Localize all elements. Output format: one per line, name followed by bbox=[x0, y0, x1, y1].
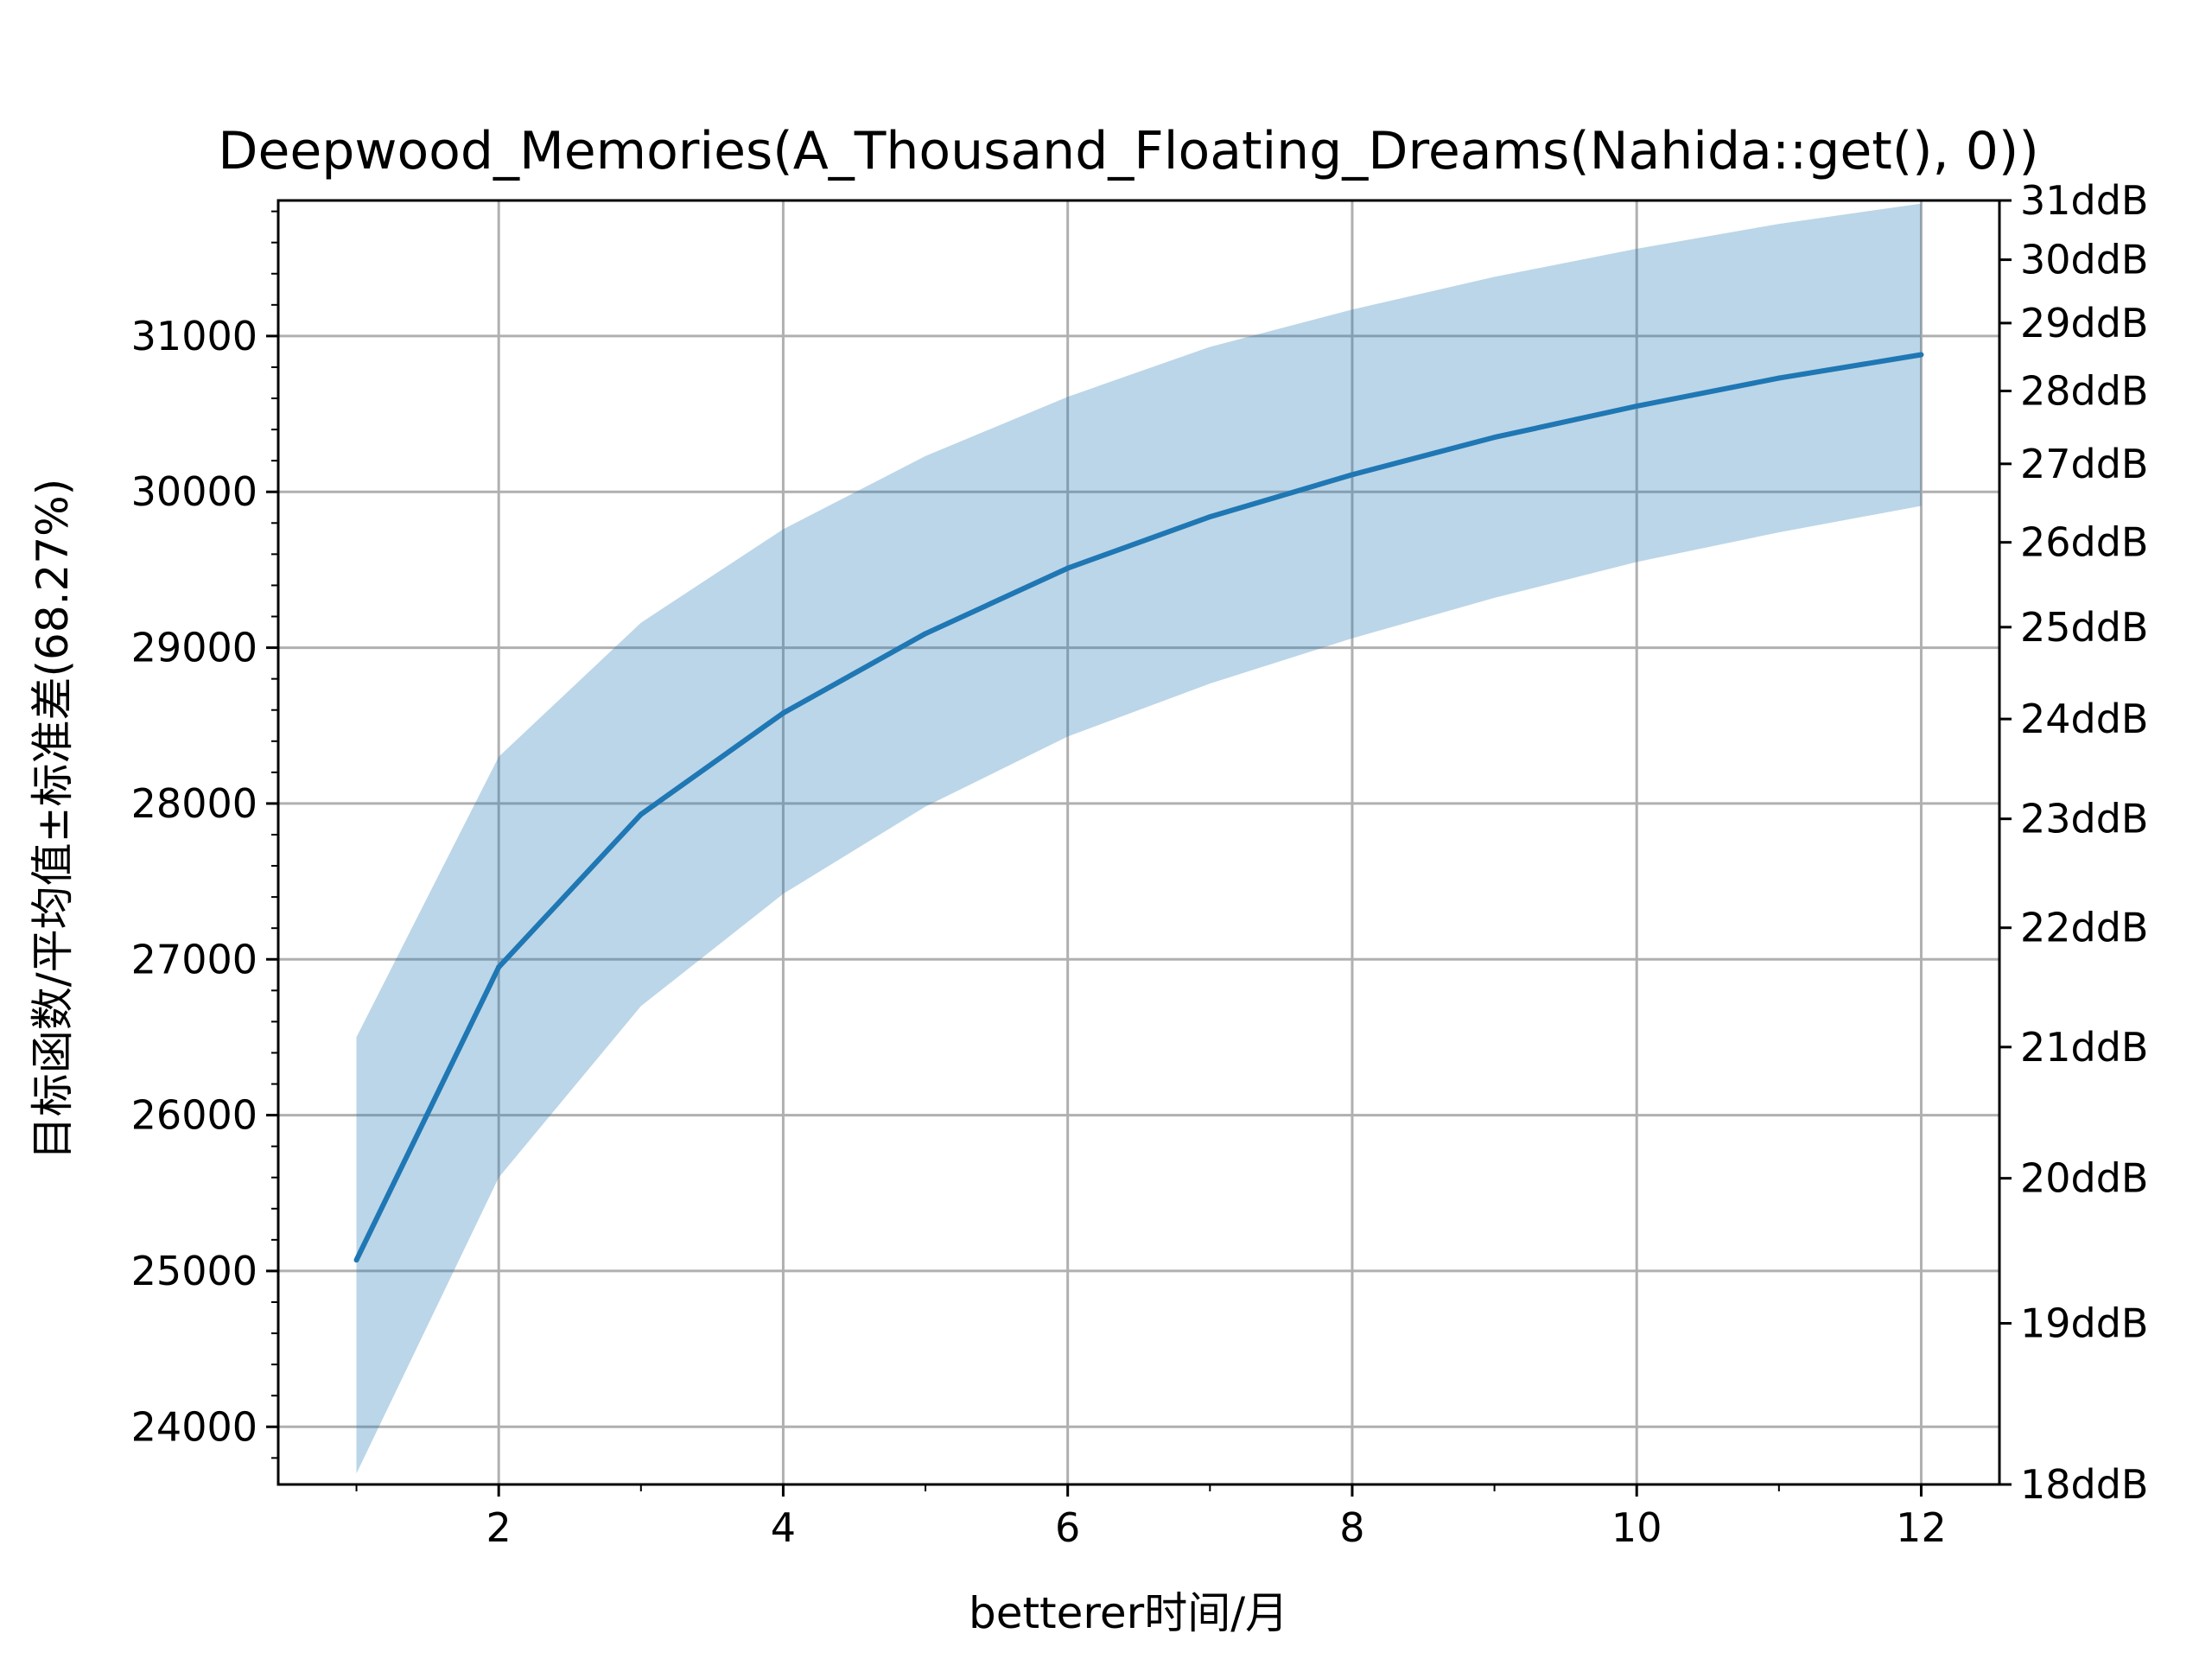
y2-tick-label: 20ddB bbox=[2020, 1155, 2149, 1202]
y-tick-label: 31000 bbox=[131, 313, 257, 359]
series-line-group bbox=[353, 352, 1924, 1263]
y-tick-label: 27000 bbox=[131, 936, 257, 982]
x-tick-label: 8 bbox=[1339, 1504, 1364, 1551]
confidence-band bbox=[356, 203, 1922, 1474]
data-point bbox=[638, 811, 644, 817]
x-tick-label: 12 bbox=[1896, 1504, 1947, 1551]
data-point bbox=[923, 631, 929, 637]
x-axis-label: betterer时间/月 bbox=[969, 1588, 1288, 1638]
data-point bbox=[353, 1257, 359, 1263]
y2-tick-label: 28ddB bbox=[2020, 367, 2149, 414]
y2-tick-label: 19ddB bbox=[2020, 1300, 2149, 1346]
data-point bbox=[496, 964, 502, 970]
y-tick-label: 26000 bbox=[131, 1092, 257, 1139]
y2-axis: 18ddB 19ddB 20ddB 21ddB 22ddB 23ddB 24ddB 25ddB… bbox=[1999, 177, 2149, 1508]
y2-tick-label: 23ddB bbox=[2020, 796, 2149, 842]
x-tick-label: 2 bbox=[486, 1504, 512, 1551]
y-tick-label: 30000 bbox=[131, 468, 257, 515]
y2-tick-label: 26ddB bbox=[2020, 519, 2149, 566]
y-tick-label: 28000 bbox=[131, 780, 257, 827]
data-point bbox=[1065, 565, 1071, 571]
x-tick-label: 4 bbox=[771, 1504, 796, 1551]
y2-tick-label: 30ddB bbox=[2020, 237, 2149, 283]
y2-tick-label: 24ddB bbox=[2020, 696, 2149, 742]
data-point bbox=[1634, 404, 1640, 410]
y2-tick-label: 21ddB bbox=[2020, 1024, 2149, 1071]
data-point bbox=[1349, 472, 1355, 478]
series-line bbox=[353, 352, 1922, 1262]
y2-tick-label: 22ddB bbox=[2020, 905, 2149, 951]
grid bbox=[278, 200, 1999, 1484]
y-tick-label: 25000 bbox=[131, 1248, 257, 1294]
y2-tick-label: 29ddB bbox=[2020, 300, 2149, 346]
data-point bbox=[1207, 514, 1213, 520]
data-point bbox=[1491, 435, 1497, 441]
x-axis: 2 4 6 8 10 12 bbox=[355, 1484, 1947, 1551]
y-tick-label: 24000 bbox=[131, 1403, 257, 1450]
x-tick-label: 6 bbox=[1055, 1504, 1080, 1551]
plot-frame bbox=[276, 199, 2001, 1486]
x-tick-label: 10 bbox=[1611, 1504, 1662, 1551]
y-axis: 24000 25000 26000 27000 28000 29000 30000 31000 bbox=[131, 210, 278, 1459]
data-point bbox=[1918, 352, 1924, 358]
y-axis-label: 目标函数/平均值±标准差(68.27%) bbox=[28, 479, 78, 1160]
band-area bbox=[356, 203, 1922, 1474]
y2-tick-label: 27ddB bbox=[2020, 441, 2149, 487]
y2-tick-label: 31ddB bbox=[2020, 177, 2149, 224]
data-point bbox=[1776, 375, 1782, 381]
y2-tick-label: 25ddB bbox=[2020, 604, 2149, 651]
y-tick-label: 29000 bbox=[131, 625, 257, 671]
chart-title: Deepwood_Memories(A_Thousand_Floating_Dr… bbox=[218, 121, 2038, 181]
data-point bbox=[780, 710, 786, 716]
y2-tick-label: 18ddB bbox=[2020, 1461, 2149, 1508]
